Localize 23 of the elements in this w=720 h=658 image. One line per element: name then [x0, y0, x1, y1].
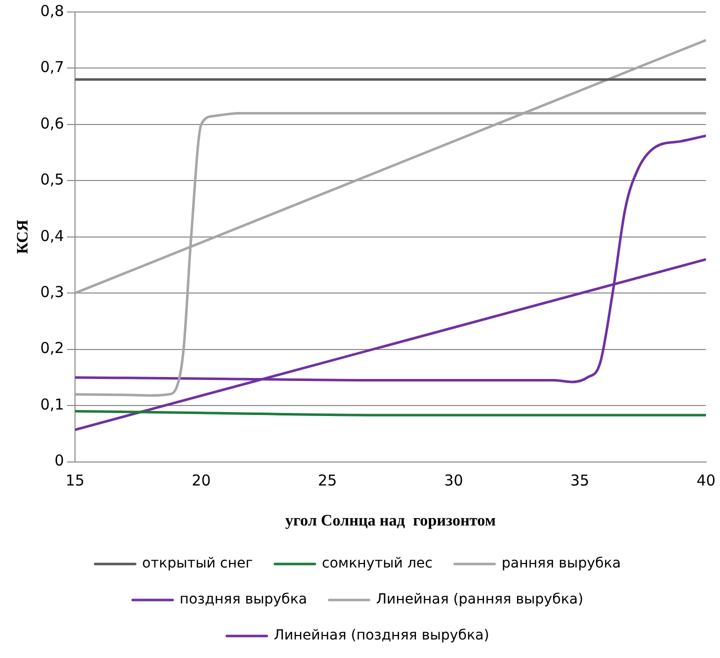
y-tick-label: 0,2 [40, 339, 64, 358]
legend-label: Линейная (поздняя вырубка) [274, 628, 490, 644]
legend-label: Линейная (ранняя вырубка) [376, 592, 584, 608]
x-tick-label: 20 [192, 472, 211, 490]
y-axis-title: КСЯ [14, 219, 32, 254]
y-tick-label: 0 [54, 452, 64, 470]
x-tick-label: 25 [318, 472, 337, 490]
y-tick-label: 0,6 [40, 114, 64, 132]
x-tick-label: 30 [444, 472, 464, 490]
x-tick-label: 15 [66, 472, 85, 490]
y-tick-label: 0,8 [40, 2, 64, 20]
x-axis-title: угол Солнца над горизонтом [285, 512, 496, 530]
x-tick-label: 35 [570, 472, 590, 490]
y-tick-label: 0,5 [40, 170, 64, 189]
y-tick-label: 0,1 [40, 395, 64, 414]
legend-label: ранняя вырубка [502, 556, 621, 572]
x-tick-label: 40 [696, 472, 716, 490]
legend-label: поздняя вырубка [180, 592, 308, 608]
legend-label: сомкнутый лес [322, 556, 433, 572]
y-tick-label: 0,3 [40, 283, 64, 302]
y-tick-label: 0,7 [40, 58, 64, 76]
y-tick-label: 0,4 [40, 226, 64, 245]
legend-label: открытый снег [142, 556, 253, 572]
